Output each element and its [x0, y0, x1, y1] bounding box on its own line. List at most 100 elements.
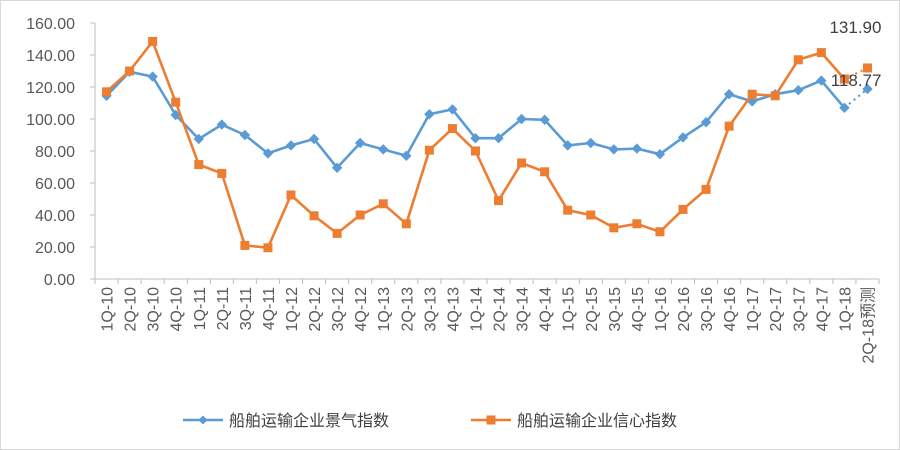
data-point	[793, 84, 804, 96]
x-tick-label: 1Q-13	[376, 287, 393, 332]
legend-marker	[486, 415, 496, 425]
data-point	[701, 184, 711, 194]
data-point	[193, 133, 204, 145]
x-tick-label: 2Q-11	[215, 287, 232, 330]
data-point	[378, 199, 388, 209]
y-tick-label: 40.00	[35, 208, 75, 225]
x-tick-label: 2Q-15	[584, 287, 601, 332]
data-point	[217, 168, 227, 178]
data-point	[563, 205, 573, 215]
legend-label: 船舶运输企业信心指数	[517, 411, 677, 430]
data-point	[331, 162, 343, 174]
x-tick-label: 2Q-18预测	[859, 287, 877, 363]
legend-label: 船舶运输企业景气指数	[229, 411, 389, 430]
projection-line	[843, 88, 869, 109]
data-point	[308, 133, 320, 145]
data-point	[609, 223, 619, 233]
data-point	[816, 48, 826, 58]
x-tick-label: 1Q-18	[837, 287, 854, 332]
data-point	[309, 211, 319, 221]
data-point	[125, 66, 135, 76]
data-point	[493, 132, 504, 144]
data-point	[631, 143, 643, 154]
data-point	[194, 160, 204, 170]
data-point	[723, 88, 735, 100]
x-tick-label: 1Q-12	[284, 287, 301, 332]
x-tick-label: 1Q-14	[468, 287, 485, 332]
x-tick-label: 3Q-17	[791, 287, 808, 332]
data-point	[401, 219, 411, 229]
series-1	[101, 66, 873, 174]
data-point	[839, 74, 849, 84]
legend-item-2: 船舶运输企业信心指数	[471, 411, 677, 430]
data-point	[655, 227, 665, 237]
data-point	[102, 87, 112, 97]
data-point	[447, 124, 457, 134]
x-tick-label: 3Q-10	[146, 287, 163, 332]
data-point	[147, 71, 158, 82]
data-point	[839, 102, 850, 114]
projection-line	[843, 66, 868, 80]
data-point	[585, 137, 596, 149]
y-tick-label: 100.00	[26, 112, 75, 129]
x-tick-label: 3Q-13	[422, 287, 439, 332]
y-tick-label: 140.00	[26, 48, 75, 65]
data-point	[632, 219, 642, 229]
data-point	[470, 132, 481, 144]
data-point	[424, 108, 435, 120]
x-tick-label: 4Q-15	[630, 287, 647, 332]
y-tick-label: 20.00	[35, 240, 75, 257]
data-point	[286, 190, 296, 200]
data-point	[494, 196, 504, 206]
data-point	[862, 63, 872, 73]
data-point	[654, 148, 666, 160]
data-point	[816, 75, 827, 86]
x-tick-label: 4Q-16	[722, 287, 739, 332]
data-label: 131.90	[829, 18, 881, 37]
data-point	[354, 137, 366, 149]
data-point	[608, 144, 620, 155]
x-tick-label: 4Q-17	[814, 287, 831, 332]
data-point	[239, 129, 251, 141]
data-point	[539, 114, 550, 126]
x-tick-label: 2Q-14	[492, 287, 509, 332]
data-point	[724, 121, 734, 131]
x-tick-label: 3Q-12	[330, 287, 347, 332]
x-tick-label: 4Q-11	[261, 287, 278, 330]
data-point	[262, 148, 274, 159]
data-point	[216, 119, 228, 130]
x-tick-label: 4Q-13	[445, 287, 462, 332]
x-tick-label: 3Q-14	[515, 287, 532, 332]
x-tick-label: 4Q-10	[169, 287, 186, 332]
data-point	[263, 243, 273, 253]
y-tick-label: 80.00	[35, 144, 75, 161]
data-point	[678, 204, 688, 214]
x-tick-label: 2Q-12	[307, 287, 324, 332]
data-point	[562, 140, 573, 151]
x-tick-label: 1Q-11	[192, 287, 209, 330]
x-tick-label: 2Q-13	[399, 287, 416, 332]
series-2	[102, 36, 872, 253]
data-point	[540, 167, 550, 177]
data-point	[862, 83, 873, 95]
series-line	[105, 40, 846, 250]
data-point	[677, 132, 689, 143]
data-point	[424, 145, 434, 155]
data-point	[517, 158, 527, 168]
x-tick-label: 1Q-10	[100, 287, 117, 332]
data-point	[171, 97, 181, 107]
data-label: 118.77	[831, 71, 882, 90]
data-point	[378, 144, 389, 155]
data-point	[516, 113, 527, 125]
x-tick-label: 2Q-16	[676, 287, 693, 332]
data-point	[355, 210, 365, 220]
y-tick-label: 120.00	[26, 80, 75, 97]
data-point	[470, 146, 480, 156]
x-tick-label: 4Q-12	[353, 287, 370, 332]
x-tick-label: 2Q-10	[123, 287, 140, 332]
x-tick-label: 4Q-14	[538, 287, 555, 332]
y-tick-label: 160.00	[26, 16, 75, 33]
data-point	[401, 150, 412, 162]
data-point	[586, 210, 596, 220]
